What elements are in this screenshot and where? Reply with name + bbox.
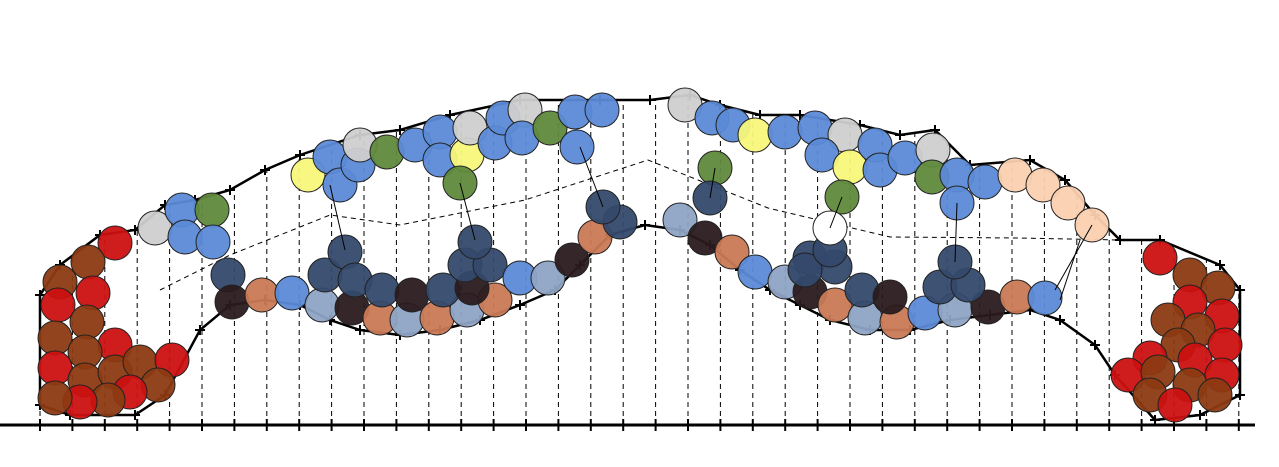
connector: [829, 196, 843, 229]
cell: [1050, 185, 1086, 221]
cell: [1025, 167, 1061, 203]
marker: [515, 300, 525, 310]
cell: [194, 192, 230, 228]
connector: [459, 182, 476, 241]
cell: [1207, 327, 1243, 363]
cell: [37, 380, 73, 416]
marker: [195, 325, 205, 335]
cell: [787, 252, 823, 288]
cell: [554, 242, 590, 278]
marker: [1115, 235, 1125, 245]
marker: [1235, 285, 1245, 295]
marker: [1235, 390, 1245, 400]
marker: [1090, 340, 1100, 350]
cell: [530, 260, 566, 296]
cell: [69, 304, 105, 340]
marker: [1060, 175, 1070, 185]
marker: [1025, 155, 1035, 165]
connector: [329, 184, 346, 251]
marker: [130, 410, 140, 420]
cell: [364, 272, 400, 308]
marker: [1215, 260, 1225, 270]
marker: [295, 150, 305, 160]
marker: [395, 125, 405, 135]
connector: [709, 167, 716, 199]
cell: [967, 164, 1003, 200]
connector: [954, 202, 958, 263]
cell: [1027, 280, 1063, 316]
cell: [394, 277, 430, 313]
connector: [1054, 224, 1093, 291]
cell: [195, 224, 231, 260]
cell: [737, 254, 773, 290]
marker: [645, 95, 655, 105]
cell: [1142, 240, 1178, 276]
cell: [75, 275, 111, 311]
cell: [1197, 377, 1233, 413]
marker: [225, 185, 235, 195]
cell: [767, 114, 803, 150]
cell: [714, 234, 750, 270]
marker: [1150, 415, 1160, 425]
cell: [37, 320, 73, 356]
skeleton: [159, 159, 1121, 291]
cell: [40, 287, 76, 323]
connector: [1059, 239, 1081, 301]
cell: [737, 117, 773, 153]
cell: [817, 287, 853, 323]
cell: [214, 284, 250, 320]
connector: [579, 146, 604, 208]
marker: [1055, 315, 1065, 325]
marker: [35, 290, 45, 300]
marker: [355, 325, 365, 335]
marker: [640, 220, 650, 230]
cell: [872, 279, 908, 315]
cell: [274, 275, 310, 311]
cell: [70, 244, 106, 280]
cell: [662, 202, 698, 238]
cell: [457, 224, 493, 260]
marker: [260, 165, 270, 175]
cell: [584, 92, 620, 128]
cell: [37, 350, 73, 386]
cell: [244, 277, 280, 313]
cell: [304, 287, 340, 323]
cell: [1157, 387, 1193, 423]
cell: [559, 129, 595, 165]
marker: [895, 130, 905, 140]
cell: [532, 110, 568, 146]
marker: [1195, 410, 1205, 420]
cell: [97, 225, 133, 261]
